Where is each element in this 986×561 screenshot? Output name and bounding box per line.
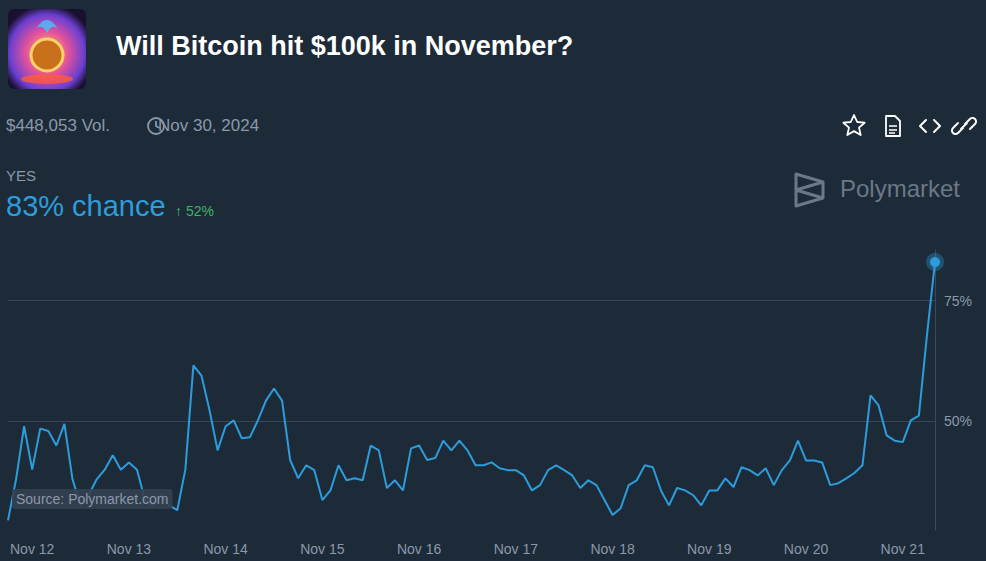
svg-text:Nov 19: Nov 19	[687, 541, 732, 557]
html-text:$448,053 Vol.: $448,053 Vol.	[6, 116, 110, 135]
html-text:YES: YES	[6, 167, 36, 184]
svg-text:Nov 14: Nov 14	[203, 541, 248, 557]
svg-text:Nov 17: Nov 17	[494, 541, 539, 557]
svg-text:75%: 75%	[944, 293, 972, 309]
svg-text:Source: Polymarket.com: Source: Polymarket.com	[16, 491, 169, 507]
svg-text:Nov 18: Nov 18	[590, 541, 635, 557]
svg-text:Nov 15: Nov 15	[300, 541, 345, 557]
svg-text:Nov 16: Nov 16	[397, 541, 442, 557]
html-text:83% chance ↑ 52%: 83% chance ↑ 52%	[6, 190, 214, 222]
html-text:Polymarket: Polymarket	[840, 175, 960, 202]
svg-text:50%: 50%	[944, 413, 972, 429]
html-text:Will Bitcoin hit $100k in Nove: Will Bitcoin hit $100k in November?	[116, 31, 574, 61]
svg-text:Nov 12: Nov 12	[10, 541, 55, 557]
svg-text:Nov 20: Nov 20	[784, 541, 829, 557]
svg-text:Nov 21: Nov 21	[881, 541, 926, 557]
html-text:Nov 30, 2024: Nov 30, 2024	[158, 116, 260, 135]
svg-text:Nov 13: Nov 13	[107, 541, 152, 557]
